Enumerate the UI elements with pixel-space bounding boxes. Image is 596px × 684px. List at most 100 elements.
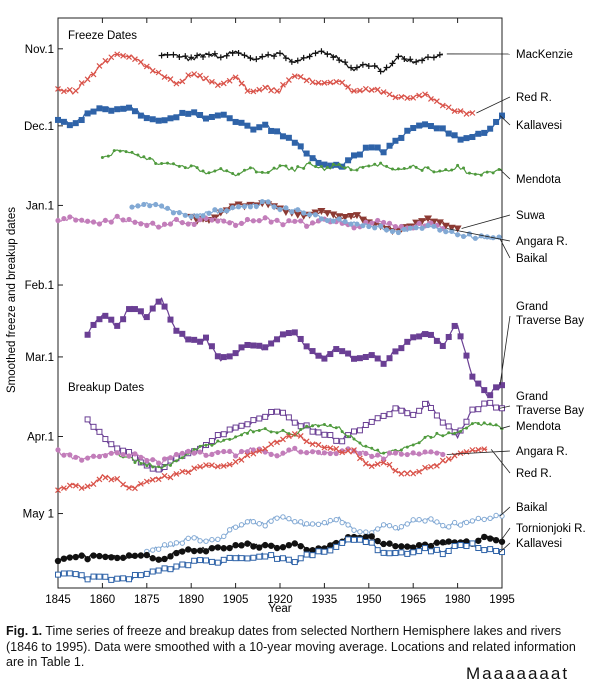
data-point — [482, 401, 487, 406]
freeze-dates-annotation: Freeze Dates — [68, 30, 137, 42]
data-point — [363, 86, 368, 91]
data-point — [102, 313, 108, 319]
data-point — [331, 219, 336, 224]
series-label: Tornionjoki R. — [516, 523, 586, 535]
data-point — [250, 543, 256, 549]
data-point — [174, 564, 179, 569]
data-point — [347, 435, 350, 438]
data-point — [221, 557, 226, 562]
data-point — [162, 304, 168, 310]
data-point — [126, 453, 131, 458]
data-point — [73, 217, 78, 222]
data-point — [96, 553, 102, 559]
data-point — [212, 207, 217, 212]
data-point — [102, 554, 108, 560]
data-point — [380, 541, 386, 547]
data-point — [422, 331, 428, 337]
data-point — [361, 166, 364, 169]
data-point — [435, 520, 439, 524]
data-point — [326, 166, 329, 169]
data-point — [307, 212, 312, 217]
data-point — [428, 549, 433, 554]
series-freeze-mendota — [101, 149, 502, 176]
data-point — [441, 434, 444, 437]
data-point — [452, 520, 456, 524]
data-point — [465, 427, 468, 430]
data-point — [494, 405, 499, 410]
data-point — [494, 548, 499, 553]
data-point — [91, 454, 96, 459]
data-point — [209, 217, 214, 222]
data-point — [209, 559, 214, 564]
data-point — [159, 203, 164, 208]
data-point — [103, 475, 108, 480]
data-point — [346, 537, 351, 542]
data-point — [387, 450, 392, 455]
data-point — [251, 218, 256, 223]
data-point — [204, 539, 208, 543]
data-point — [360, 223, 365, 228]
data-point — [313, 50, 319, 56]
data-point — [141, 202, 146, 207]
data-point — [261, 171, 264, 174]
data-point — [239, 120, 245, 126]
data-point — [173, 550, 179, 556]
data-point — [250, 127, 256, 133]
data-point — [85, 577, 90, 582]
data-point — [186, 221, 191, 226]
label-leader-line — [491, 449, 510, 473]
data-point — [139, 462, 142, 465]
data-point — [73, 88, 78, 93]
series-group — [55, 48, 505, 582]
data-point — [198, 558, 203, 563]
data-point — [244, 342, 250, 348]
breakup-dates-annotation: Breakup Dates — [68, 382, 144, 394]
data-point — [171, 210, 176, 215]
data-point — [121, 452, 126, 457]
data-point — [147, 203, 152, 208]
data-point — [233, 223, 238, 228]
data-point — [421, 169, 424, 172]
data-point — [190, 164, 193, 167]
data-point — [435, 432, 438, 435]
data-point — [138, 308, 144, 314]
data-point — [363, 145, 369, 151]
data-point — [310, 155, 316, 161]
data-point — [440, 125, 446, 131]
data-point — [322, 432, 327, 437]
data-point — [255, 171, 258, 174]
data-point — [399, 471, 404, 476]
data-point — [243, 169, 246, 172]
data-point — [428, 405, 433, 410]
data-point — [363, 354, 369, 360]
data-point — [458, 137, 464, 143]
data-point — [236, 50, 242, 56]
data-point — [339, 348, 345, 354]
data-point — [369, 419, 374, 424]
x-tick-label: 1890 — [178, 594, 204, 606]
data-point — [85, 219, 90, 224]
data-point — [280, 437, 285, 442]
data-point — [374, 538, 380, 544]
data-point — [437, 227, 442, 232]
data-point — [292, 540, 298, 546]
y-tick-label: Apr.1 — [27, 432, 54, 444]
data-point — [375, 416, 380, 421]
data-point — [434, 99, 439, 104]
data-point — [348, 221, 353, 226]
data-point — [257, 522, 261, 526]
x-tick-label: 1860 — [90, 594, 116, 606]
data-point — [210, 444, 213, 447]
data-point — [482, 517, 486, 521]
data-point — [209, 439, 214, 444]
data-point — [162, 543, 166, 547]
data-point — [379, 162, 382, 165]
data-point — [160, 162, 163, 165]
data-point — [468, 172, 471, 175]
data-point — [238, 542, 244, 548]
data-point — [222, 439, 225, 442]
data-point — [221, 449, 226, 454]
data-point — [427, 166, 430, 169]
data-point — [337, 216, 342, 221]
data-point — [417, 408, 422, 413]
